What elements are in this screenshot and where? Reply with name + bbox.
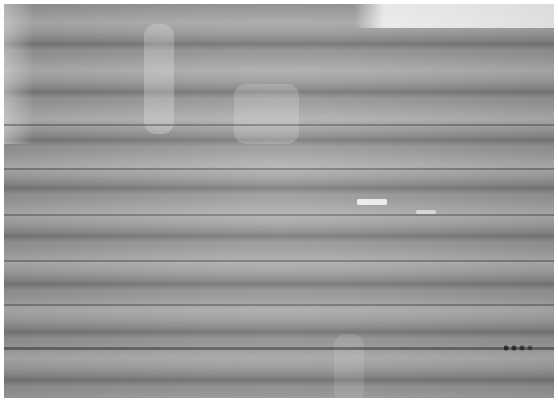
tree-bright-patch (234, 84, 299, 144)
dark-scanline (4, 124, 554, 126)
dark-scanline (4, 168, 554, 170)
sky-bright-area (354, 4, 554, 28)
scanline-photo (4, 4, 554, 398)
lower-vertical-smear (334, 334, 364, 398)
dark-scanline (4, 304, 554, 306)
dark-scanline (4, 260, 554, 262)
dark-scanline (4, 214, 554, 216)
vignette (4, 4, 554, 398)
vertical-smear (144, 24, 174, 134)
dark-specks (504, 345, 534, 351)
left-bright-edge (4, 4, 34, 144)
dark-scanline (4, 347, 554, 350)
bright-spot (357, 199, 387, 205)
bright-spot (416, 210, 436, 214)
